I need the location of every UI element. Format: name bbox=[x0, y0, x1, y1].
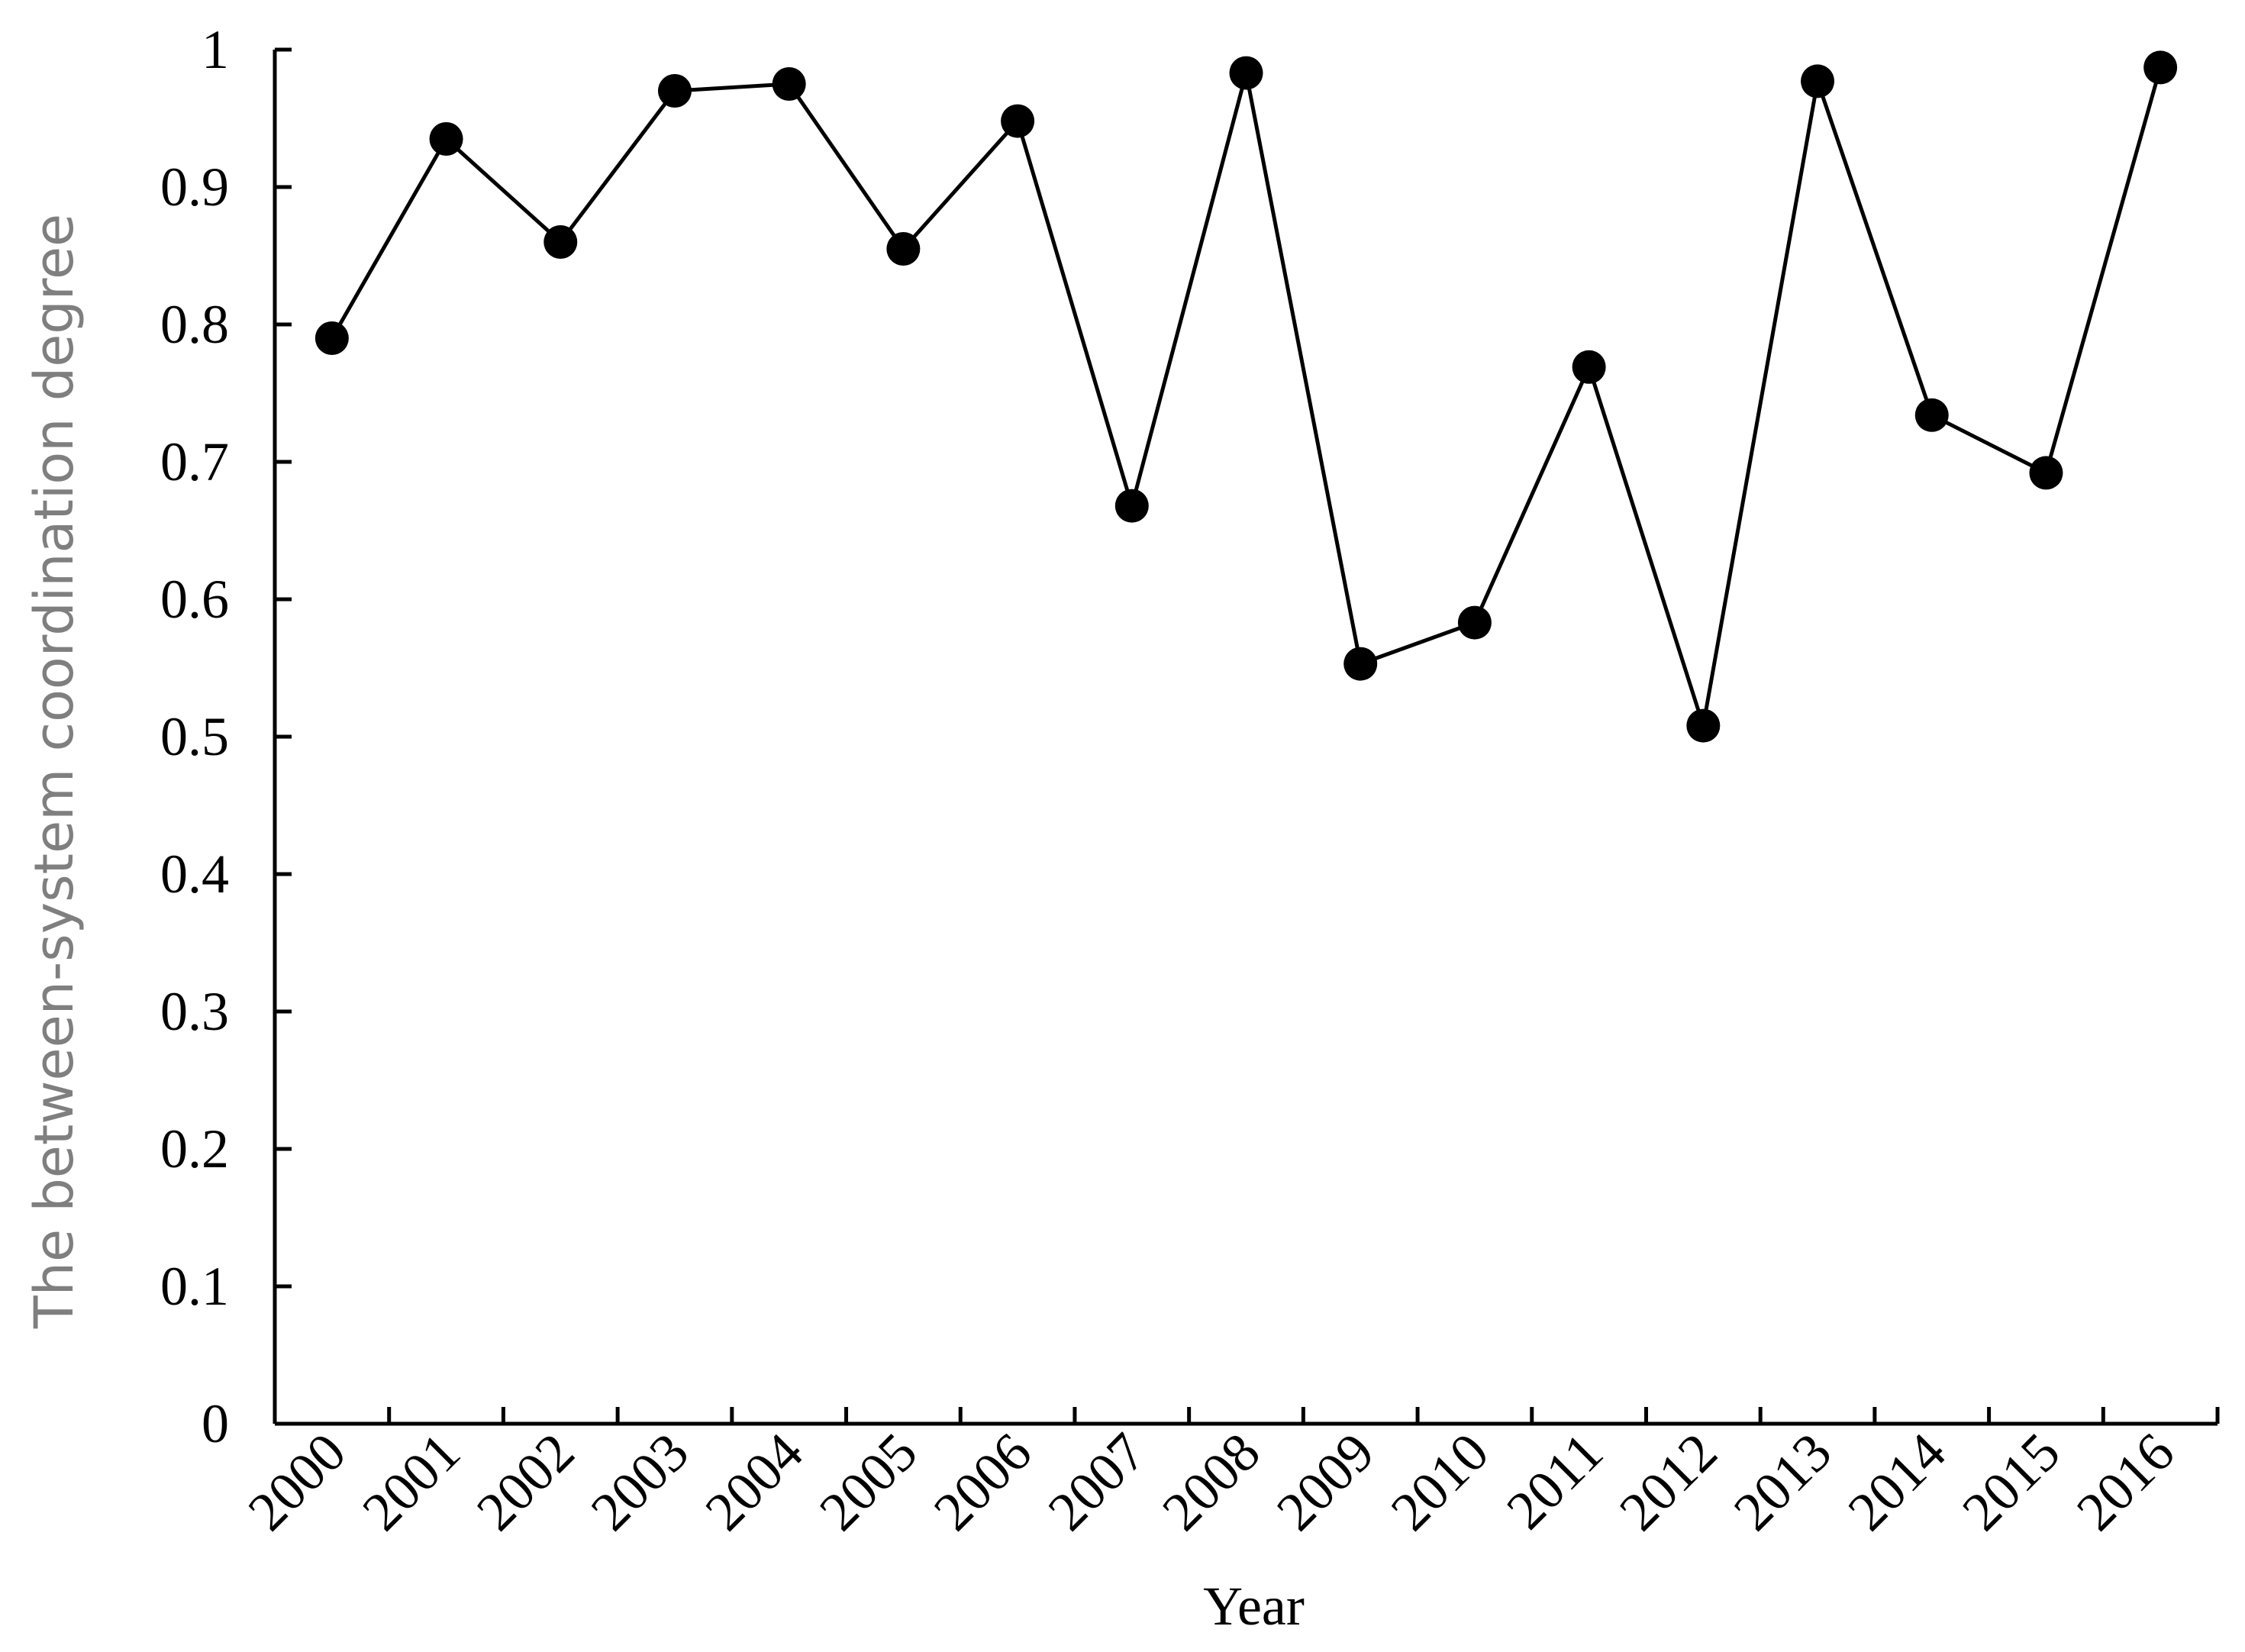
x-axis-title: Year bbox=[1203, 1576, 1305, 1637]
y-tick-label: 0.8 bbox=[160, 294, 229, 355]
data-point bbox=[314, 321, 349, 355]
y-tick-label: 0.2 bbox=[160, 1118, 229, 1179]
x-tick-label: 2014 bbox=[1837, 1421, 1957, 1542]
x-tick-label: 2016 bbox=[2065, 1421, 2185, 1542]
y-tick-label: 0 bbox=[202, 1393, 229, 1454]
data-point bbox=[1001, 104, 1035, 138]
x-tick-label: 2006 bbox=[922, 1421, 1043, 1542]
data-point bbox=[429, 122, 463, 156]
x-tick-label: 2009 bbox=[1265, 1421, 1385, 1542]
y-axis-title: The between-system coordination degree bbox=[23, 214, 85, 1329]
x-axis: 2000200120022003200420052006200720082009… bbox=[237, 1407, 2220, 1542]
data-point bbox=[544, 225, 578, 259]
x-tick-label: 2002 bbox=[465, 1421, 585, 1542]
data-point bbox=[657, 74, 692, 108]
data-point bbox=[886, 232, 921, 266]
y-tick-label: 0.4 bbox=[160, 844, 229, 905]
data-point bbox=[2029, 456, 2063, 490]
data-point bbox=[1914, 398, 1949, 432]
x-tick-label: 2005 bbox=[808, 1421, 928, 1542]
y-tick-label: 0.3 bbox=[160, 981, 229, 1042]
y-tick-label: 0.1 bbox=[160, 1256, 229, 1317]
series-line bbox=[330, 66, 2163, 727]
data-point bbox=[1457, 605, 1492, 640]
data-point bbox=[772, 67, 806, 101]
x-tick-label: 2007 bbox=[1037, 1421, 1157, 1542]
y-tick-label: 0.6 bbox=[160, 569, 229, 630]
x-tick-label: 2010 bbox=[1379, 1421, 1500, 1542]
x-tick-label: 2013 bbox=[1722, 1421, 1843, 1542]
x-tick-label: 2001 bbox=[350, 1421, 471, 1542]
data-point bbox=[1801, 64, 1835, 98]
data-point bbox=[1343, 647, 1378, 681]
y-tick-label: 0.7 bbox=[160, 431, 229, 492]
series-group bbox=[314, 50, 2178, 743]
x-tick-label: 2015 bbox=[1950, 1421, 2071, 1542]
x-tick-label: 2004 bbox=[694, 1421, 814, 1542]
x-tick-label: 2000 bbox=[237, 1421, 357, 1542]
x-tick-label: 2003 bbox=[579, 1421, 700, 1542]
data-point bbox=[1229, 56, 1263, 90]
data-point bbox=[1114, 489, 1149, 523]
data-point bbox=[1572, 350, 1606, 384]
x-tick-label: 2008 bbox=[1150, 1421, 1271, 1542]
y-tick-label: 0.9 bbox=[160, 156, 229, 218]
data-point bbox=[2143, 50, 2178, 85]
y-tick-label: 1 bbox=[202, 19, 229, 80]
y-axis: 0 0.1 0.2 0.3 0.4 0.5 0.6 0.7 0.8 0.9 1 bbox=[160, 19, 292, 1454]
data-point bbox=[1686, 708, 1721, 743]
y-tick-label: 0.5 bbox=[160, 706, 229, 767]
x-tick-label: 2012 bbox=[1608, 1421, 1728, 1542]
x-tick-label: 2011 bbox=[1495, 1421, 1614, 1541]
